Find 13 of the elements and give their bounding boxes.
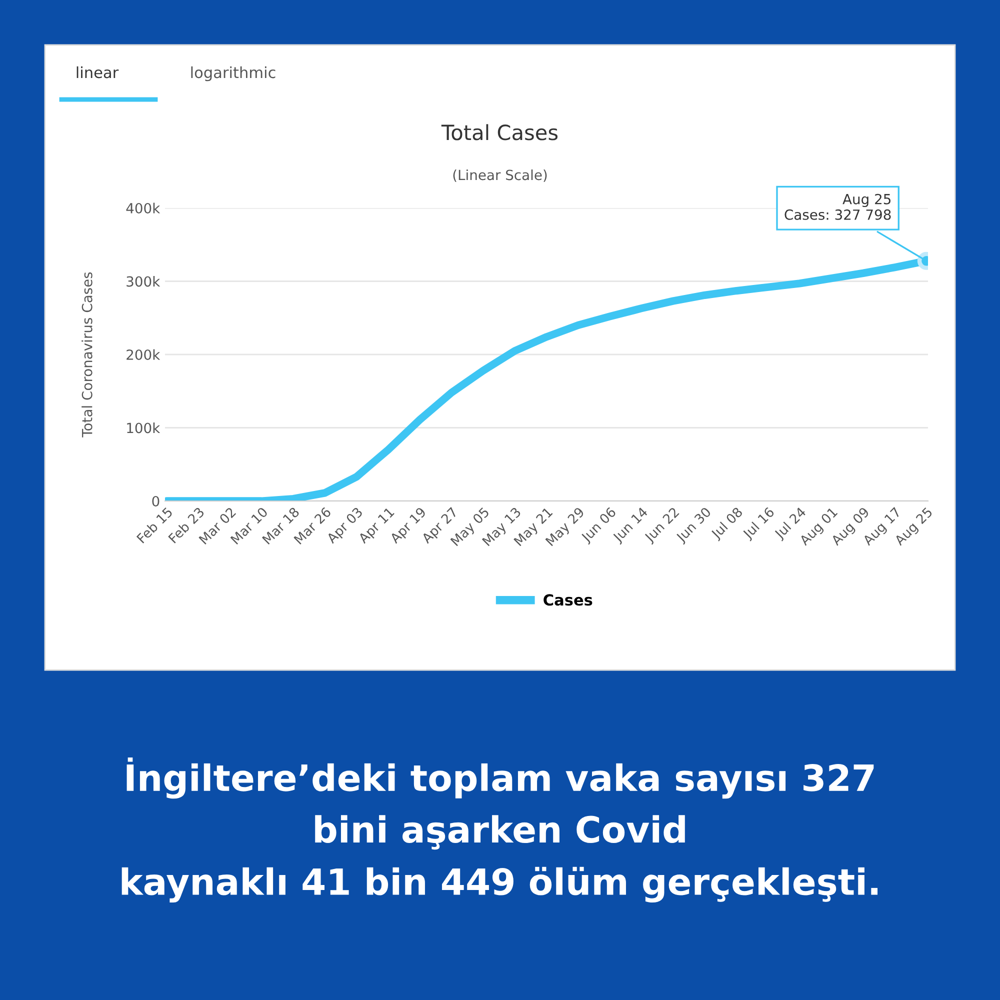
chart-title: Total Cases [441,124,558,140]
annotation: Aug 25 Cases: 327 798 [784,194,891,220]
y-tick-label: 200k [126,349,160,360]
y-tick-label: 400k [126,202,160,214]
text: logarithmic [191,66,276,82]
y-tick-label: 300k [126,276,160,287]
legend-label: Cases [544,594,592,606]
y-tick-label: 100k [127,422,160,434]
text: linear [76,66,119,78]
y-tick-label: 0 [152,496,160,506]
chart-subtitle: (Linear Scale) [453,169,547,182]
y-axis-title: Total Coronavirus Cases [82,272,92,438]
text: İngiltere’deki toplam vaka sayısı 327 bini aşarken Covid kaynaklı 41 bin 449 ölüm gerçekleşti. [122,757,878,903]
